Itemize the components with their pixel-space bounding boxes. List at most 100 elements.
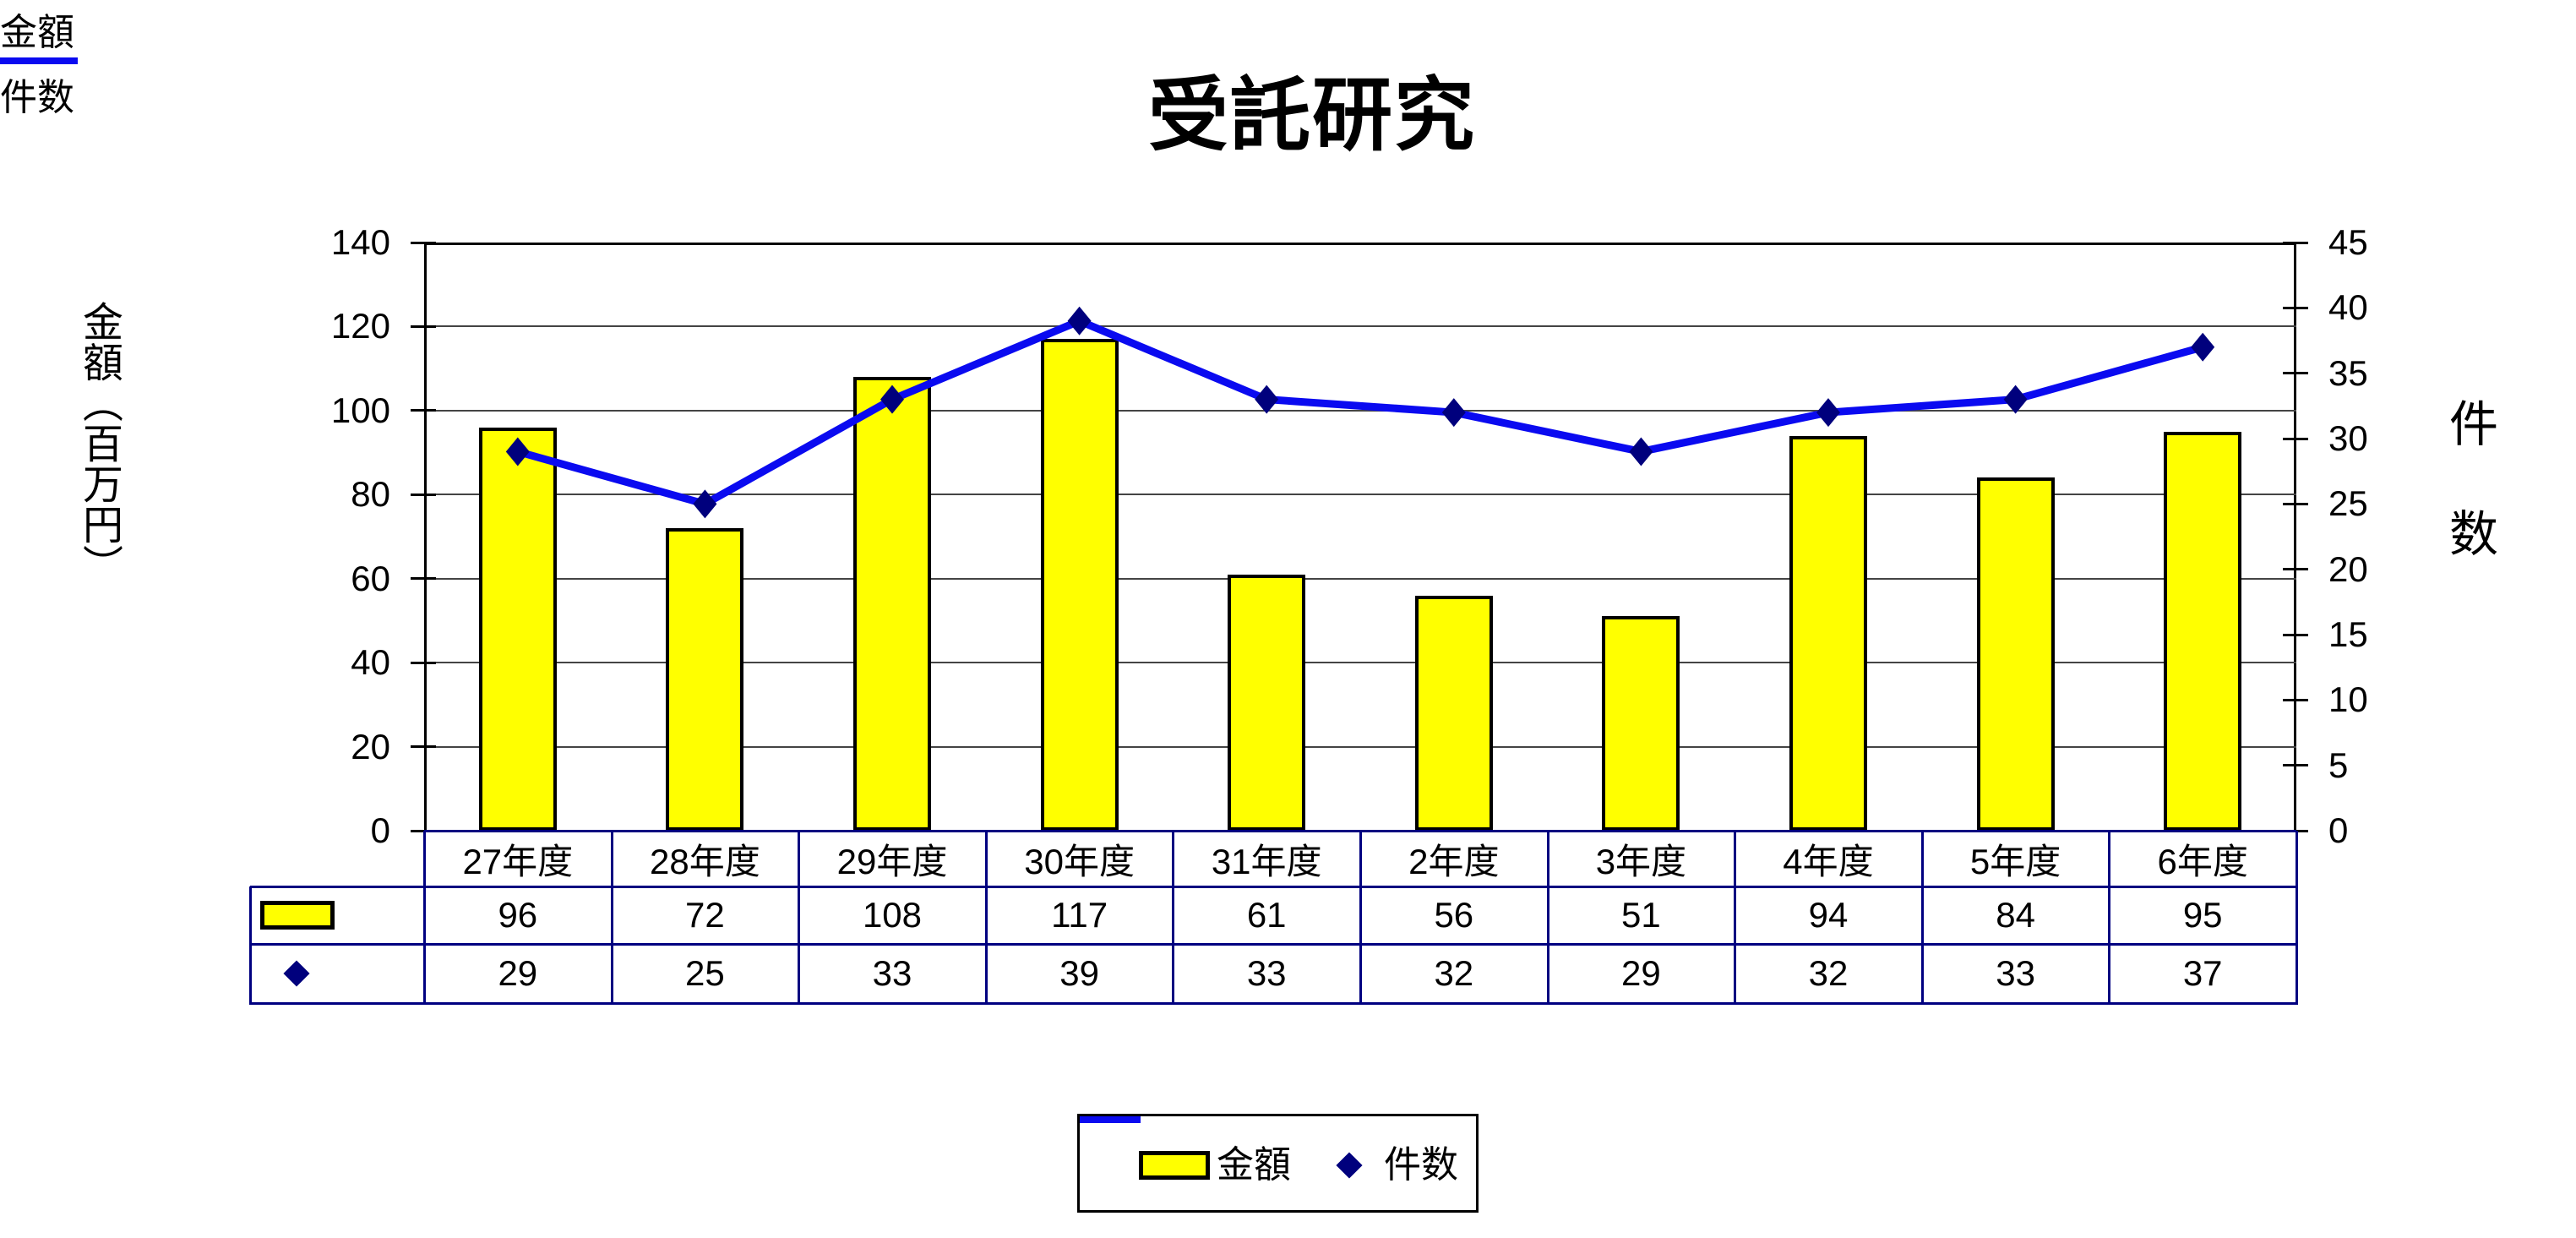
table-row-label: 件数: [0, 77, 74, 118]
left-axis-tick-label: 80: [351, 474, 390, 515]
table-value-cell: 29: [498, 953, 538, 993]
table-value-cell: 96: [498, 895, 538, 935]
table-border-v: [1920, 831, 1924, 1005]
right-axis-tick: [2283, 437, 2308, 440]
table-border-v: [2296, 831, 2298, 1005]
gridline: [424, 577, 2296, 580]
table-value-cell: 51: [1621, 895, 1661, 935]
right-axis-tick: [2283, 502, 2308, 505]
left-axis-title: 金額（百万円）: [76, 301, 121, 585]
table-header-cell: 31年度: [1211, 841, 1322, 881]
right-axis-tick: [2283, 372, 2308, 375]
generated-layer: 140 120 100 80 60 40 20 0 45 40 35 30 25 20 15 10 5 0 27年度…: [0, 0, 2576, 1005]
right-axis-tick: [2283, 241, 2308, 244]
legend-item-label: 金額: [1217, 1144, 1291, 1186]
legend-line: [1080, 1116, 1141, 1123]
left-axis-tick-label: 20: [351, 726, 390, 766]
left-axis-tick: [411, 409, 436, 412]
bar-29年度: [853, 377, 931, 831]
table-value-cell: 37: [2182, 953, 2223, 993]
table-border-h: [250, 886, 2296, 888]
table-value-cell: 33: [1996, 953, 2035, 993]
table-header-cell: 3年度: [1595, 841, 1687, 881]
plot-area: [424, 243, 2296, 831]
diamond-marker-27年度: [505, 437, 530, 466]
bar-28年度: [666, 528, 744, 831]
right-axis-tick-label: 20: [2328, 548, 2368, 589]
bar-3年度: [1602, 616, 1680, 831]
left-axis-tick-label: 0: [370, 810, 390, 850]
diamond-marker-6年度: [2191, 332, 2215, 362]
line-path: [516, 317, 2204, 508]
right-axis-tick: [2283, 568, 2308, 571]
table-border-v: [2108, 831, 2111, 1005]
gridline: [424, 325, 2296, 328]
legend-diamond: [1336, 1152, 1363, 1179]
right-axis-tick: [2283, 764, 2308, 767]
left-axis-tick: [411, 493, 436, 496]
right-axis-tick-label: 15: [2328, 614, 2368, 654]
table-border-v: [423, 831, 426, 1005]
bar-2年度: [1414, 595, 1493, 831]
table-border-v: [249, 886, 252, 1005]
right-axis-tick-label: 0: [2328, 810, 2349, 850]
right-axis-tick-label: 5: [2328, 744, 2349, 785]
bar-4年度: [1789, 435, 1867, 831]
bar-6年度: [2164, 431, 2242, 831]
right-axis-tick: [2283, 306, 2308, 309]
table-value-cell: 61: [1246, 895, 1287, 935]
right-axis-tick: [2283, 698, 2308, 701]
right-axis-title-char: 件: [2449, 397, 2499, 452]
table-border-v: [610, 831, 613, 1005]
right-axis-tick-label: 10: [2328, 679, 2368, 720]
left-axis-tick: [411, 324, 436, 328]
table-header-cell: 28年度: [650, 841, 760, 881]
table-border-v: [798, 831, 801, 1005]
table-header-cell: 2年度: [1408, 841, 1500, 881]
diamond-marker-28年度: [693, 489, 717, 519]
table-key-diamond: [283, 960, 310, 987]
table-value-cell: 39: [1059, 953, 1099, 993]
table-header-cell: 30年度: [1024, 841, 1135, 881]
diamond-marker-3年度: [1629, 437, 1653, 466]
diamond-marker-2年度: [1441, 398, 1466, 428]
table-border-v: [1359, 831, 1362, 1005]
table-value-cell: 33: [872, 953, 912, 993]
diamond-marker-4年度: [1816, 398, 1840, 428]
gridline: [424, 409, 2296, 412]
diamond-marker-5年度: [2003, 384, 2028, 414]
table-key-bar-swatch: [260, 901, 335, 930]
legend-item-label: 件数: [1384, 1144, 1458, 1186]
left-axis-tick: [411, 745, 436, 749]
right-axis-tick-label: 30: [2328, 418, 2368, 458]
left-axis-tick: [411, 577, 436, 581]
table-border-h: [250, 1002, 2296, 1005]
table-value-cell: 117: [1051, 895, 1108, 935]
table-border-v: [1172, 831, 1175, 1005]
table-header-cell: 29年度: [836, 841, 948, 881]
right-axis-tick-label: 45: [2328, 222, 2368, 262]
table-value-cell: 108: [862, 895, 923, 935]
bar-31年度: [1228, 574, 1306, 831]
right-axis-tick-label: 35: [2328, 352, 2368, 393]
left-axis-tick-label: 40: [351, 642, 390, 683]
right-axis-title: 件数: [2449, 401, 2498, 559]
table-header-cell: 27年度: [462, 841, 574, 881]
table-value-cell: 95: [2182, 895, 2223, 935]
right-axis-tick-label: 40: [2328, 287, 2368, 328]
bar-5年度: [1976, 477, 2055, 831]
table-value-cell: 72: [685, 895, 725, 935]
table-value-cell: 33: [1246, 953, 1287, 993]
line-series: [505, 306, 2215, 519]
table-border-v: [1734, 831, 1737, 1005]
table-header-cell: 4年度: [1783, 841, 1874, 881]
right-axis-tick-label: 25: [2328, 483, 2368, 524]
left-axis-tick-label: 100: [330, 390, 390, 430]
legend-bar-swatch: [1139, 1151, 1210, 1180]
gridline: [424, 745, 2296, 748]
left-axis-tick-label: 140: [330, 222, 390, 262]
table-value-cell: 29: [1621, 953, 1661, 993]
table-header-cell: 6年度: [2157, 841, 2248, 881]
left-axis-tick-label: 120: [330, 306, 390, 346]
